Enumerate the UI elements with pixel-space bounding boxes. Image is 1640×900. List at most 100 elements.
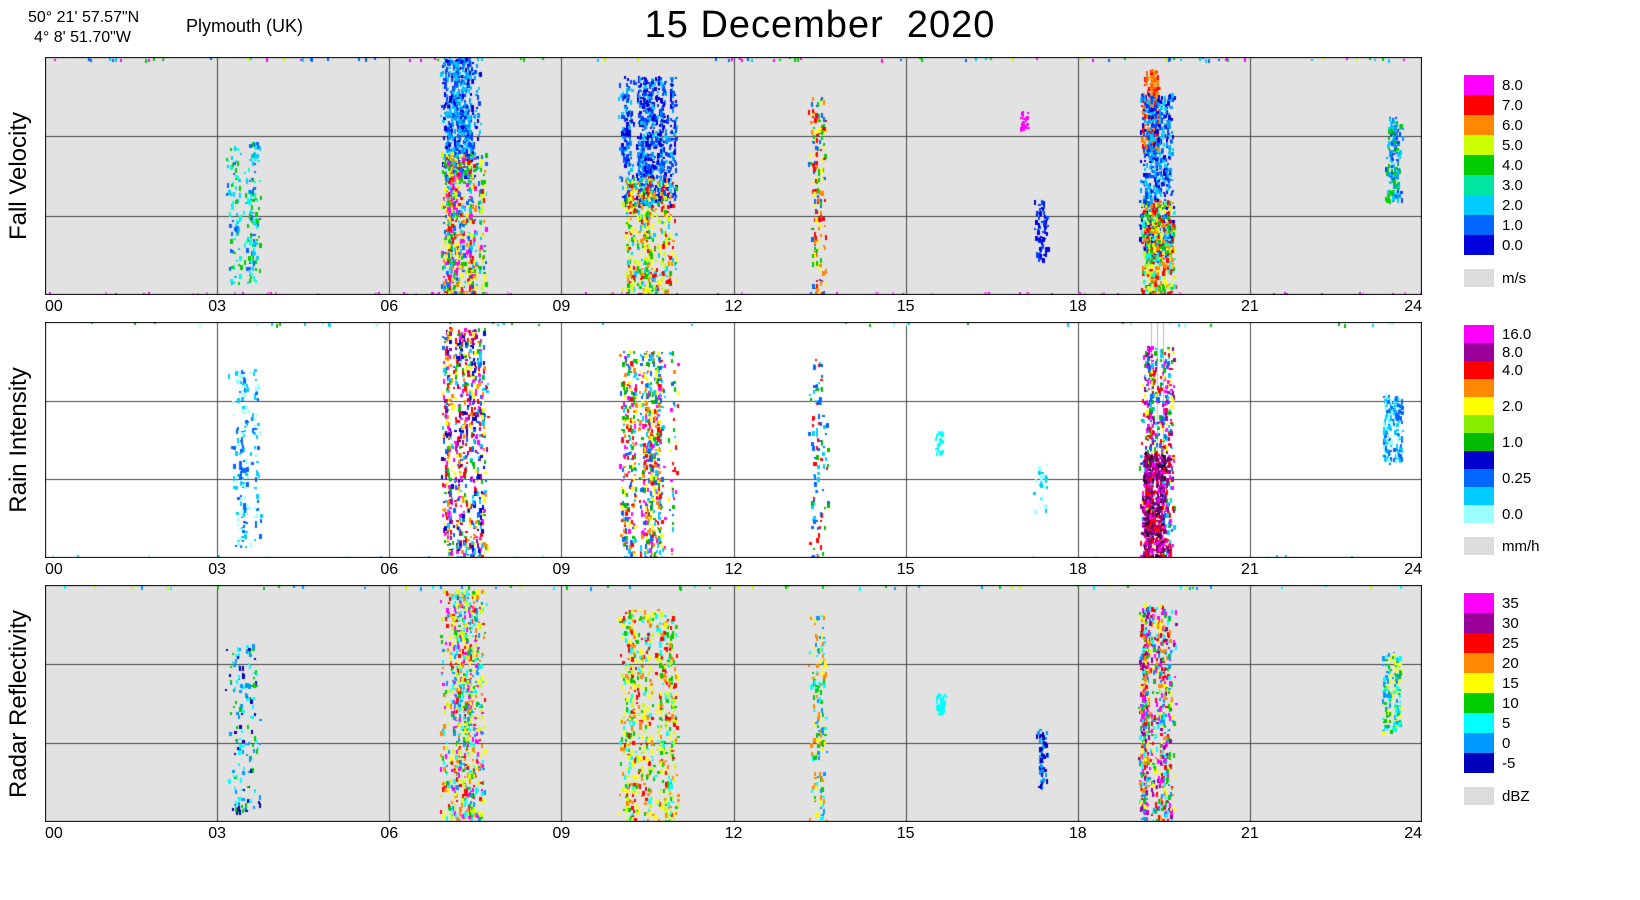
x-tick-label: 12 — [724, 298, 743, 315]
legend-row: 15 — [1464, 673, 1584, 693]
legend-row: 0.0 — [1464, 235, 1584, 255]
legend-swatch — [1464, 469, 1494, 487]
x-tick-label: 24 — [1404, 298, 1422, 315]
x-tick-label: 15 — [896, 561, 915, 578]
x-tick-label: 12 — [724, 825, 743, 842]
legend-row — [1464, 415, 1584, 433]
legend-swatch — [1464, 235, 1494, 255]
legend-row: 35 — [1464, 593, 1584, 613]
legend-row: 1.0 — [1464, 215, 1584, 235]
x-tick-label: 12 — [724, 561, 743, 578]
legend-unit-label: mm/h — [1502, 537, 1540, 555]
x-tick-label: 18 — [1068, 561, 1087, 578]
legend-swatch — [1464, 379, 1494, 397]
legend-row: 2.0 — [1464, 397, 1584, 415]
legend-swatch — [1464, 487, 1494, 505]
y-axis-label-radar-reflectivity: Radar Reflectivity — [5, 609, 32, 798]
legend-swatch — [1464, 713, 1494, 733]
legend-row: 2.0 — [1464, 195, 1584, 215]
legend-swatch — [1464, 135, 1494, 155]
fall-velocity-heatmap — [45, 57, 1422, 295]
legend-nodata-swatch — [1464, 537, 1494, 555]
legend-swatch — [1464, 633, 1494, 653]
legend-swatch — [1464, 75, 1494, 95]
legend-value-label: 20 — [1502, 654, 1519, 672]
legend-fall-velocity: 8.0 7.0 6.0 5.0 4.0 3.0 2.0 1.0 0.0 m/s — [1464, 75, 1584, 287]
legend-row: 3.0 — [1464, 175, 1584, 195]
legend-row — [1464, 451, 1584, 469]
legend-swatch — [1464, 195, 1494, 215]
legend-swatch — [1464, 693, 1494, 713]
legend-value-label: 0.25 — [1502, 469, 1532, 487]
x-tick-label: 21 — [1240, 825, 1259, 842]
legend-value-label: 7.0 — [1502, 96, 1523, 114]
y-axis-label-rain-intensity: Rain Intensity — [5, 367, 32, 513]
x-tick-label: 03 — [208, 298, 227, 315]
x-tick-label: 00 — [45, 298, 63, 315]
x-tick-label: 06 — [380, 825, 399, 842]
legend-row: 4.0 — [1464, 361, 1584, 379]
legend-row: 30 — [1464, 613, 1584, 633]
legend-swatch — [1464, 753, 1494, 773]
legend-row: 4.0 — [1464, 155, 1584, 175]
legend-value-label: 30 — [1502, 614, 1519, 632]
legend-value-label: 8.0 — [1502, 343, 1523, 361]
legend-value-label: 2.0 — [1502, 397, 1523, 415]
legend-row: -5 — [1464, 753, 1584, 773]
x-tick-label: 09 — [552, 298, 571, 315]
legend-swatch — [1464, 653, 1494, 673]
legend-row — [1464, 379, 1584, 397]
legend-swatch — [1464, 451, 1494, 469]
x-tick-label: 15 — [896, 825, 915, 842]
legend-row: 7.0 — [1464, 95, 1584, 115]
legend-value-label: 5 — [1502, 714, 1511, 732]
legend-row: 5.0 — [1464, 135, 1584, 155]
legend-value-label: 0.0 — [1502, 505, 1523, 523]
legend-row: 25 — [1464, 633, 1584, 653]
legend-swatch — [1464, 673, 1494, 693]
legend-row: 0.25 — [1464, 469, 1584, 487]
legend-swatch — [1464, 343, 1494, 361]
legend-swatch — [1464, 433, 1494, 451]
legend-swatch — [1464, 733, 1494, 753]
x-tick-label: 21 — [1240, 561, 1259, 578]
legend-unit-label: dBZ — [1502, 787, 1530, 805]
legend-value-label: 8.0 — [1502, 76, 1523, 94]
x-tick-label: 06 — [380, 298, 399, 315]
x-tick-label: 00 — [45, 825, 63, 842]
legend-value-label: 1.0 — [1502, 216, 1523, 234]
legend-swatch — [1464, 325, 1494, 343]
legend-row: 8.0 — [1464, 75, 1584, 95]
legend-row: 1.0 — [1464, 433, 1584, 451]
y-axis-label-fall-velocity: Fall Velocity — [5, 111, 32, 241]
legend-value-label: 3.0 — [1502, 176, 1523, 194]
legend-value-label: 0.0 — [1502, 236, 1523, 254]
legend-nodata-swatch — [1464, 787, 1494, 805]
panel-radar-reflectivity: Radar Reflectivity 00 03 06 09 12 15 18 21 24 — [5, 585, 1422, 842]
station-name: Plymouth (UK) — [186, 16, 304, 36]
legend-rain-intensity: 16.0 8.0 4.0 2.0 1.0 0.25 0.0 mm/h — [1464, 325, 1584, 555]
legend-nodata-swatch — [1464, 269, 1494, 287]
longitude-text: 4° 8' 51.70"W — [34, 29, 131, 46]
legend-swatch — [1464, 415, 1494, 433]
legend-value-label: 15 — [1502, 674, 1519, 692]
x-tick-label: 09 — [552, 561, 571, 578]
panel-rain-intensity: Rain Intensity 00 03 06 09 12 15 18 21 24 — [5, 322, 1422, 578]
legend-nodata-row: dBZ — [1464, 787, 1584, 805]
panel-fall-velocity: Fall Velocity 00 03 06 09 12 15 18 21 24 — [5, 57, 1422, 315]
legend-value-label: 16.0 — [1502, 325, 1532, 343]
page-title: 15 December 2020 — [644, 4, 996, 46]
station-coordinates: 50° 21' 57.57"N 4° 8' 51.70"W — [28, 8, 139, 48]
legend-value-label: 10 — [1502, 694, 1519, 712]
legend-swatch — [1464, 505, 1494, 523]
legend-value-label: 4.0 — [1502, 156, 1523, 174]
legend-value-label: 35 — [1502, 594, 1519, 612]
legend-swatch — [1464, 613, 1494, 633]
legend-row: 0 — [1464, 733, 1584, 753]
x-tick-label: 24 — [1404, 561, 1422, 578]
x-tick-label: 15 — [896, 298, 915, 315]
legend-swatch — [1464, 175, 1494, 195]
legend-row: 6.0 — [1464, 115, 1584, 135]
legend-swatch — [1464, 593, 1494, 613]
